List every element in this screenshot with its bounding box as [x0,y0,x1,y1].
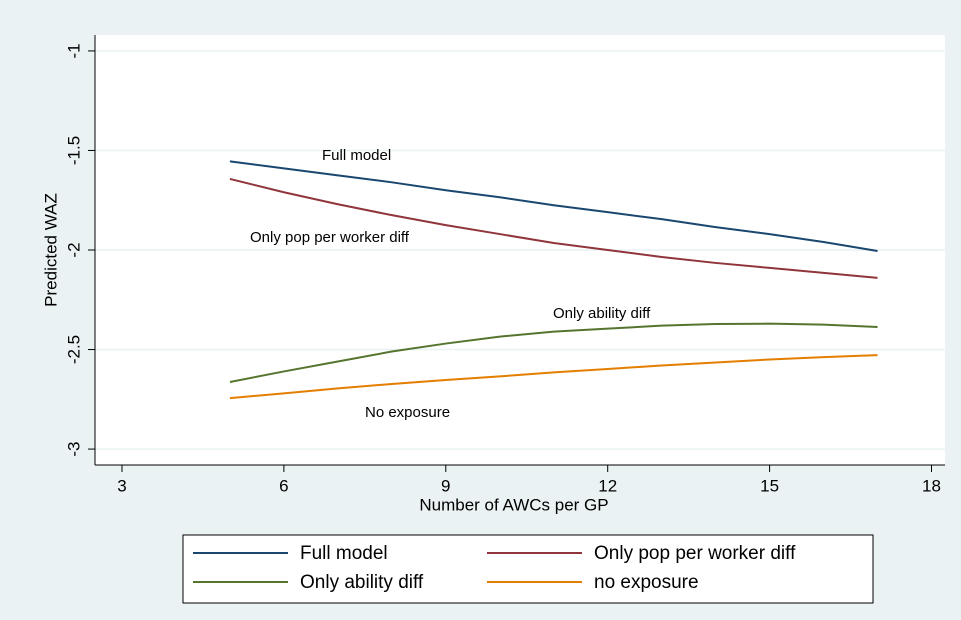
annotation: No exposure [365,404,450,421]
x-tick-label: 15 [760,476,779,495]
y-tick-label: -1.5 [64,136,83,165]
x-tick-label: 9 [441,476,450,495]
x-tick-label: 12 [598,476,617,495]
line-series [229,354,878,400]
y-tick-label: -3 [64,442,83,457]
y-tick-label: -2 [64,242,83,257]
x-tick-label: 18 [922,476,941,495]
legend-label: Only ability diff [300,572,424,593]
legend [182,534,874,604]
annotation: Only pop per worker diff [250,229,410,246]
annotation: Full model [322,147,391,164]
legend-label: Only pop per worker diff [594,543,796,564]
line-series [229,160,878,252]
y-axis-title: Predicted WAZ [41,193,60,307]
annotation: Only ability diff [553,305,651,322]
y-tick-label: -1 [64,43,83,58]
legend-label: Full model [300,543,388,564]
x-axis-title: Number of AWCs per GP [419,495,608,514]
x-tick-label: 3 [117,476,126,495]
legend-label: no exposure [594,572,699,593]
y-tick-label: -2.5 [64,335,83,364]
x-tick-label: 6 [279,476,288,495]
line-series [229,177,878,279]
line-series [229,322,878,383]
